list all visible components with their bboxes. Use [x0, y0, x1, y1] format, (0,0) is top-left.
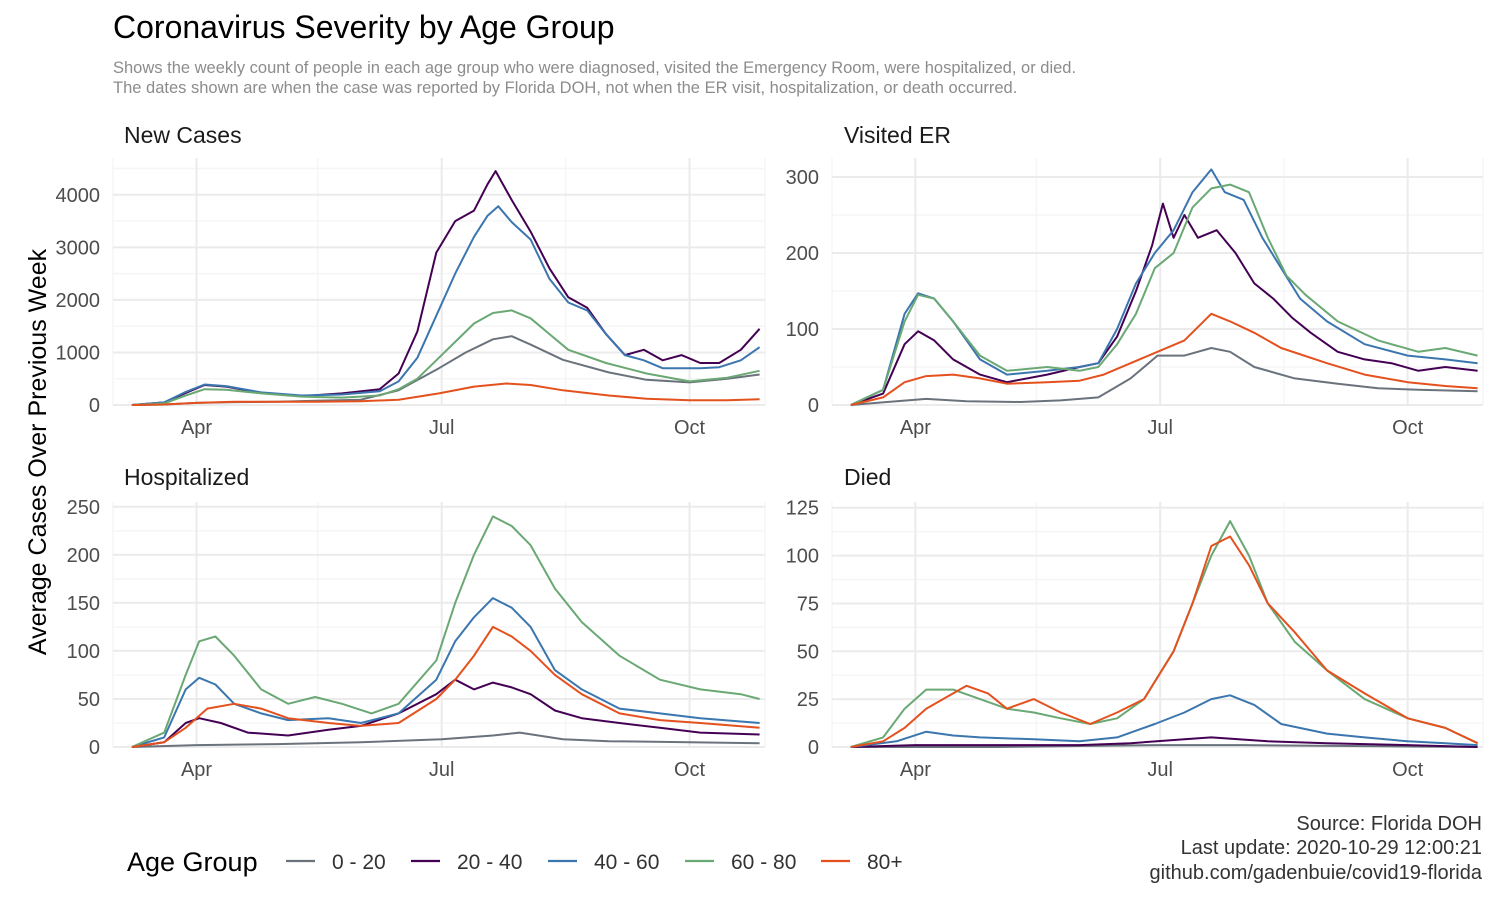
y-tick-label: 0: [89, 395, 100, 417]
chart-title: Coronavirus Severity by Age Group: [113, 9, 615, 45]
facet-title-new-cases: New Cases: [124, 122, 242, 148]
series-line-20-40: [131, 678, 760, 748]
series-line-80: [131, 625, 760, 748]
x-tick-label: Jul: [1147, 759, 1173, 781]
panel-died: 0 25 50 75 100 125 Apr Jul Oct Died: [786, 464, 1484, 781]
legend: Age Group 0 - 20 20 - 40 40 - 60 60 - 80 80+: [127, 847, 903, 877]
series-line-0-20: [850, 347, 1478, 406]
y-tick-label: 75: [797, 593, 819, 615]
y-tick-label: 2000: [56, 290, 101, 312]
series-line-80: [131, 382, 760, 406]
legend-title: Age Group: [127, 847, 258, 877]
y-tick-label: 150: [67, 593, 100, 615]
y-tick-label: 3000: [56, 237, 101, 259]
series-line-0-20: [131, 335, 760, 406]
x-tick-label: Jul: [429, 417, 455, 439]
y-tick-label: 250: [67, 497, 100, 519]
series-line-20-40: [850, 202, 1478, 406]
series-line-80: [850, 312, 1478, 406]
y-tick-label: 0: [89, 737, 100, 759]
x-tick-label: Jul: [1147, 417, 1173, 439]
x-tick-label: Apr: [900, 417, 931, 439]
x-tick-label: Apr: [900, 759, 931, 781]
series-line-40-60: [131, 205, 761, 406]
y-tick-label: 1000: [56, 342, 101, 364]
chart-subtitle-line-2: The dates shown are when the case was re…: [113, 79, 1017, 97]
y-tick-label: 100: [786, 319, 819, 341]
legend-label-40-60: 40 - 60: [594, 851, 659, 874]
series-line-0-20: [131, 731, 760, 748]
x-tick-label: Apr: [181, 759, 212, 781]
caption: Source: Florida DOH Last update: 2020-10…: [1150, 813, 1483, 884]
legend-label-60-80: 60 - 80: [731, 851, 796, 874]
facet-title-hospitalized: Hospitalized: [124, 464, 249, 490]
y-tick-label: 0: [808, 737, 819, 759]
caption-repo-url: github.com/gadenbuie/covid19-florida: [1150, 862, 1483, 884]
legend-label-0-20: 0 - 20: [332, 851, 386, 874]
series-line-20-40: [850, 736, 1478, 748]
y-tick-label: 25: [797, 689, 819, 711]
facet-title-died: Died: [844, 464, 891, 490]
series-line-60-80: [131, 309, 760, 406]
caption-source: Source: Florida DOH: [1296, 813, 1482, 835]
y-tick-label: 100: [786, 546, 819, 568]
y-tick-label: 200: [67, 545, 100, 567]
y-tick-label: 300: [786, 167, 819, 189]
x-tick-label: Apr: [181, 417, 212, 439]
series-line-60-80: [131, 515, 760, 748]
series-line-40-60: [850, 694, 1478, 748]
facet-title-visited-er: Visited ER: [844, 122, 951, 148]
x-tick-label: Oct: [1392, 759, 1424, 781]
y-tick-label: 100: [67, 641, 100, 663]
y-tick-label: 50: [78, 689, 100, 711]
y-tick-label: 200: [786, 243, 819, 265]
legend-label-20-40: 20 - 40: [457, 851, 522, 874]
y-axis-label: Average Cases Over Previous Week: [24, 248, 52, 655]
series-line-20-40: [131, 170, 761, 406]
x-tick-label: Oct: [1392, 417, 1424, 439]
x-tick-label: Jul: [429, 759, 455, 781]
series-line-80: [850, 535, 1479, 748]
panel-new-cases: 0 1000 2000 3000 4000 Apr Jul Oct New Cases: [56, 122, 766, 439]
x-tick-label: Oct: [674, 417, 706, 439]
y-tick-label: 0: [808, 395, 819, 417]
y-tick-label: 50: [797, 641, 819, 663]
caption-last-update: Last update: 2020-10-29 12:00:21: [1181, 837, 1482, 859]
series-line-40-60: [131, 597, 760, 748]
x-tick-label: Oct: [674, 759, 706, 781]
series-line-60-80: [850, 183, 1478, 406]
series-line-0-20: [850, 744, 1478, 748]
y-tick-label: 125: [786, 498, 819, 520]
panel-hospitalized: 0 50 100 150 200 250 Apr Jul Oct Hospitalized: [67, 464, 766, 781]
y-tick-label: 4000: [56, 185, 101, 207]
legend-label-80: 80+: [867, 851, 903, 874]
chart-subtitle-line-1: Shows the weekly count of people in each…: [113, 59, 1076, 77]
panel-visited-er: 0 100 200 300 Apr Jul Oct Visited ER: [786, 122, 1484, 439]
